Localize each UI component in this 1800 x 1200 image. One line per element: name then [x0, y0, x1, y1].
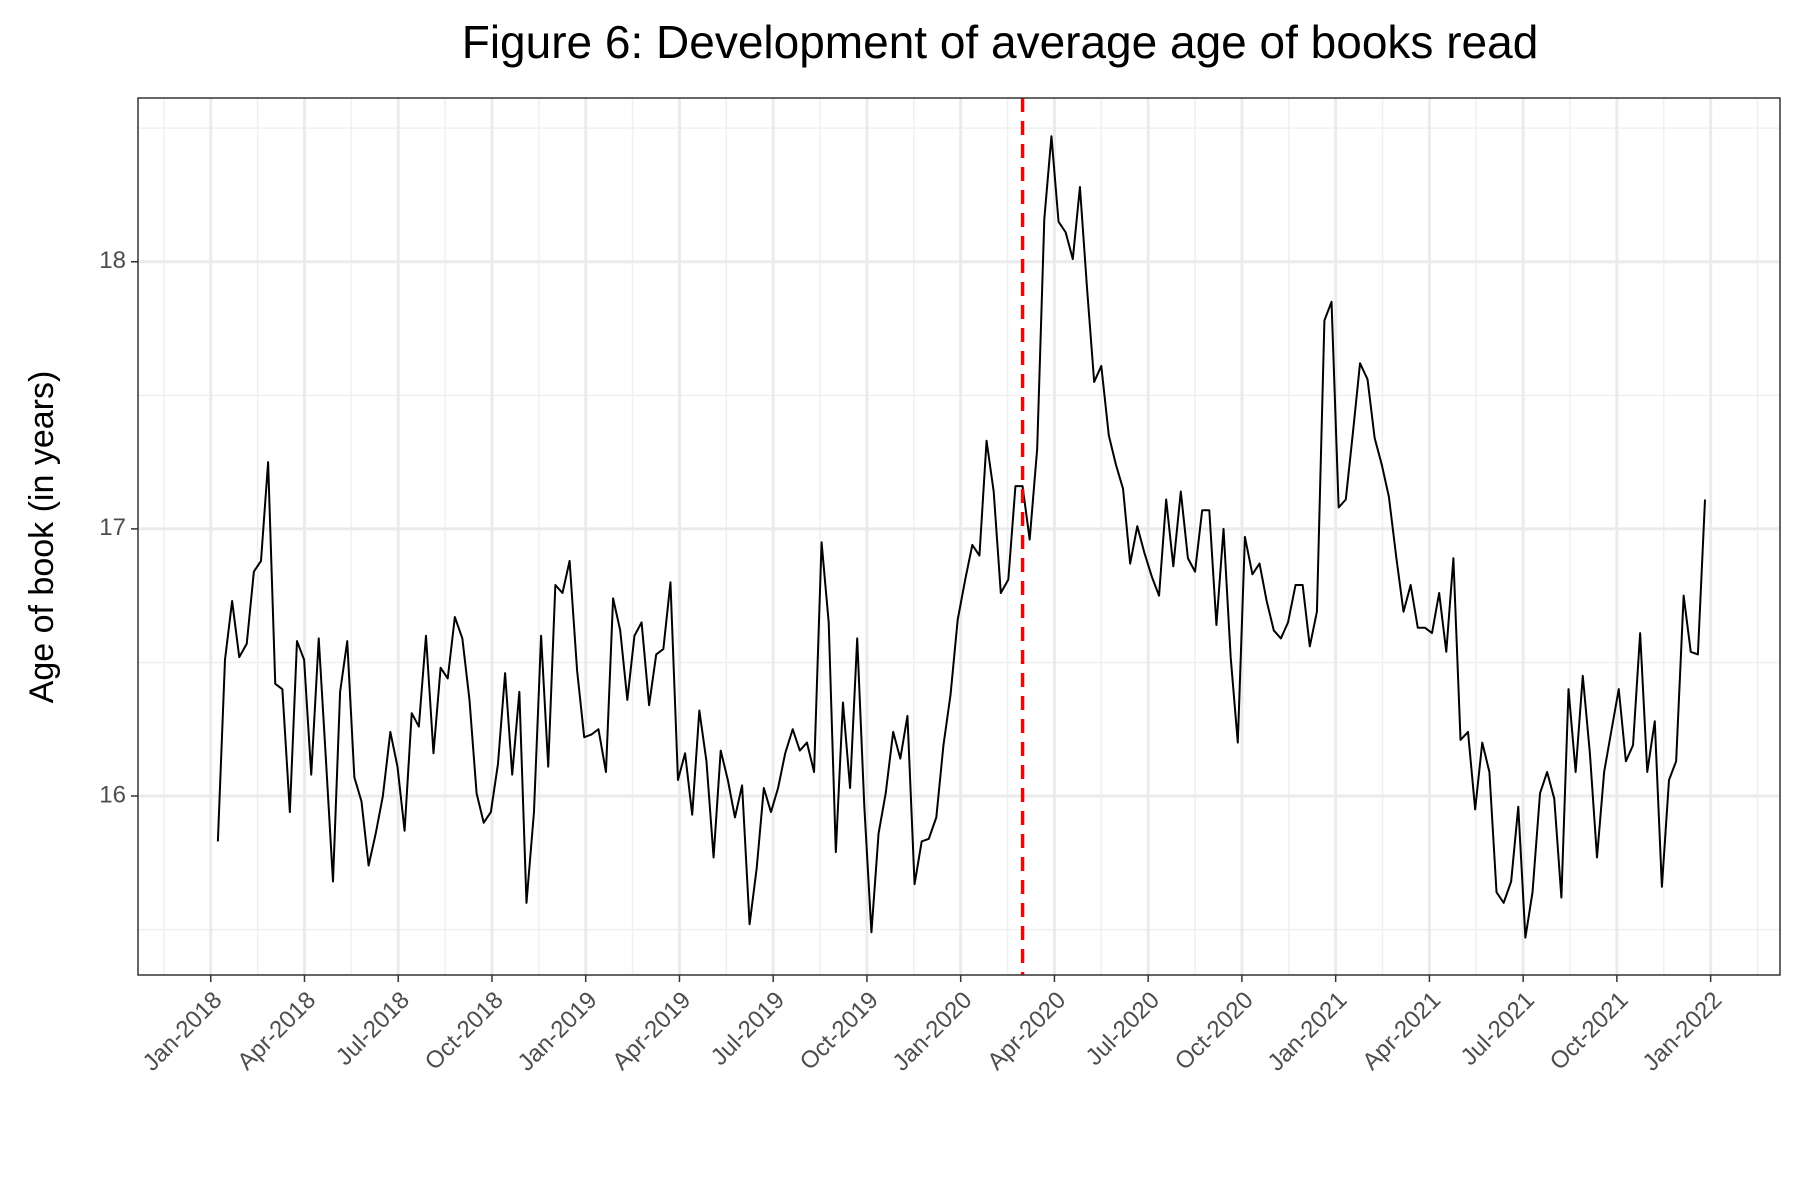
plot-border	[137, 97, 1781, 976]
plot-background	[138, 98, 1780, 975]
x-tick-label: Apr-2018	[232, 987, 321, 1076]
x-tick-label: Oct-2020	[1170, 987, 1259, 1076]
x-tick-label: Jul-2019	[706, 987, 790, 1071]
y-tick-label: 18	[99, 247, 126, 274]
x-tick-label: Jul-2021	[1456, 987, 1540, 1071]
x-tick-label: Oct-2018	[420, 987, 509, 1076]
x-tick-label: Jan-2022	[1638, 987, 1728, 1077]
y-tick-label: 16	[99, 781, 126, 808]
y-tick-label: 17	[99, 514, 126, 541]
x-tick-label: Apr-2020	[982, 987, 1071, 1076]
y-axis-label: Age of book (in years)	[23, 371, 61, 704]
x-tick-label: Apr-2021	[1357, 987, 1446, 1076]
chart-title: Figure 6: Development of average age of …	[462, 16, 1539, 68]
x-tick-label: Jan-2018	[138, 987, 228, 1077]
data-line	[216, 135, 1707, 939]
x-tick-label: Apr-2019	[607, 987, 696, 1076]
x-tick-label: Oct-2021	[1545, 987, 1634, 1076]
x-tick-label: Jan-2021	[1263, 987, 1353, 1077]
x-tick-label: Oct-2019	[795, 987, 884, 1076]
x-tick-label: Jan-2020	[888, 987, 978, 1077]
x-tick-label: Jul-2018	[331, 987, 415, 1071]
x-tick-label: Jan-2019	[513, 987, 603, 1077]
x-tick-label: Jul-2020	[1081, 987, 1165, 1071]
